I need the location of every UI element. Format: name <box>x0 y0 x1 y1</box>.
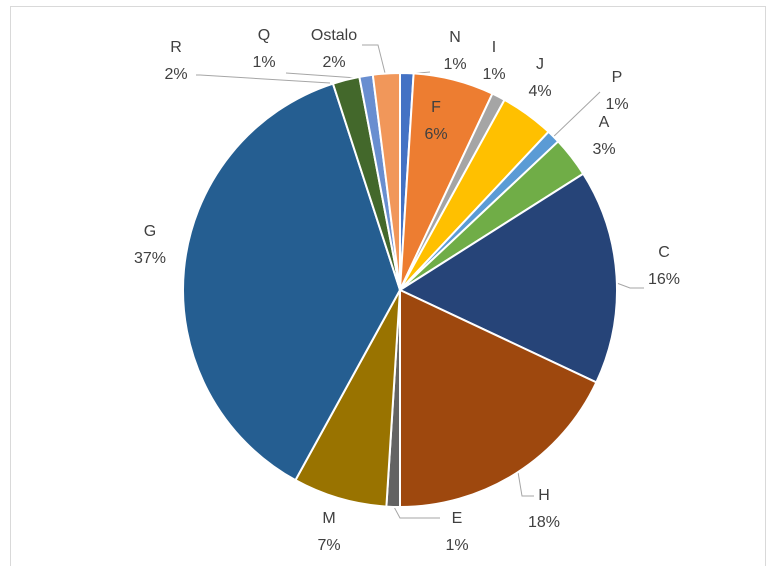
slice-percent: 2% <box>322 54 345 71</box>
slice-percent: 7% <box>317 537 340 554</box>
slice-percent: 1% <box>443 56 466 73</box>
slice-label: H <box>538 487 550 504</box>
slice-label: J <box>536 56 544 73</box>
slice-percent: 2% <box>164 66 187 83</box>
slice-label: P <box>612 69 623 86</box>
slice-percent: 1% <box>605 96 628 113</box>
pie-slice <box>182 82 402 482</box>
slice-label: C <box>658 244 670 261</box>
leader <box>613 281 644 289</box>
leader <box>549 91 601 141</box>
leader <box>362 44 386 74</box>
leader <box>392 504 440 519</box>
slice-label: Ostalo <box>311 27 357 44</box>
slice-percent: 1% <box>252 54 275 71</box>
slice-label: R <box>170 39 182 56</box>
slice-label: F <box>431 99 441 116</box>
slice-label: G <box>144 223 156 240</box>
slice-percent: 1% <box>482 66 505 83</box>
slice-label: N <box>449 29 461 46</box>
slice-label: M <box>322 510 335 527</box>
slice-percent: 4% <box>528 83 551 100</box>
slice-percent: 37% <box>134 250 166 267</box>
slice-percent: 3% <box>592 141 615 158</box>
leader <box>285 72 358 79</box>
slice-label: Q <box>258 27 270 44</box>
slice-percent: 18% <box>528 514 560 531</box>
slice-label: A <box>599 114 610 131</box>
pie-slice <box>371 71 401 291</box>
slice-label: E <box>452 510 463 527</box>
slice-percent: 1% <box>445 537 468 554</box>
slice-label: I <box>492 39 496 56</box>
slice-percent: 6% <box>424 126 447 143</box>
pie-slice <box>397 172 618 384</box>
leader <box>517 471 534 497</box>
pie-slice <box>399 288 598 509</box>
slice-percent: 16% <box>648 271 680 288</box>
leader <box>196 74 331 84</box>
